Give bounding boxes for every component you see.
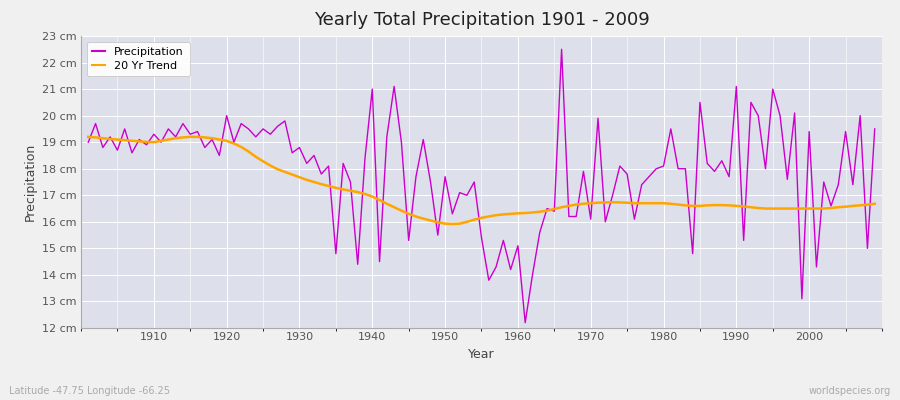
Text: Latitude -47.75 Longitude -66.25: Latitude -47.75 Longitude -66.25 bbox=[9, 386, 170, 396]
Text: worldspecies.org: worldspecies.org bbox=[809, 386, 891, 396]
Title: Yearly Total Precipitation 1901 - 2009: Yearly Total Precipitation 1901 - 2009 bbox=[313, 11, 650, 29]
Legend: Precipitation, 20 Yr Trend: Precipitation, 20 Yr Trend bbox=[86, 42, 190, 76]
Y-axis label: Precipitation: Precipitation bbox=[23, 143, 37, 221]
X-axis label: Year: Year bbox=[468, 348, 495, 361]
